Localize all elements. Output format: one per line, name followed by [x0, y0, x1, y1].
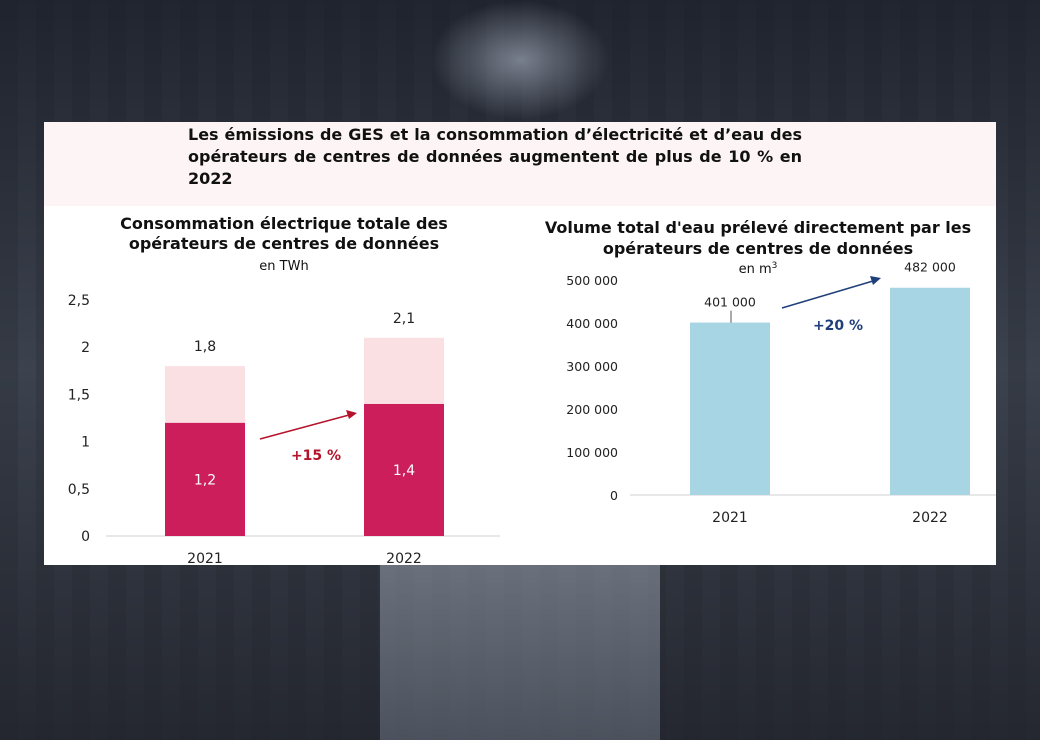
- x-tick-label: 2021: [187, 551, 223, 565]
- growth-annotation: +15 %: [291, 448, 341, 464]
- bar-value-label: 1,2: [194, 472, 216, 488]
- chart-title-line-2: opérateurs de centres de données: [129, 234, 439, 253]
- y-axis: 0 100 000 200 000 300 000 400 000 500 000: [566, 273, 996, 503]
- bars: [690, 287, 970, 495]
- y-tick-label: 100 000: [566, 445, 618, 460]
- y-tick-label: 1,5: [68, 387, 90, 403]
- y-tick-label: 0: [81, 529, 90, 545]
- background-light: [430, 0, 610, 120]
- bar-other-consumption: [165, 366, 245, 423]
- infographic-panel: Les émissions de GES et la consommation …: [44, 122, 996, 565]
- chart-title-line-2: opérateurs de centres de données: [603, 239, 913, 258]
- y-tick-label: 300 000: [566, 359, 618, 374]
- bar-total-label: 1,8: [194, 339, 216, 355]
- y-tick-label: 0,5: [68, 482, 90, 498]
- header-band: [44, 122, 996, 206]
- electricity-chart: Consommation électrique totale des opéra…: [68, 214, 500, 565]
- bar-water-volume: [690, 322, 770, 495]
- y-tick-label: 500 000: [566, 273, 618, 288]
- x-tick-label: 2021: [712, 510, 748, 526]
- x-tick-label: 2022: [386, 551, 422, 565]
- bar-total-label: 2,1: [393, 311, 415, 327]
- background-aisle: [380, 560, 660, 740]
- bar-value-label: 1,4: [393, 463, 415, 479]
- bar-it-equipment: [165, 422, 245, 536]
- bars: [165, 337, 444, 536]
- chart-unit: en TWh: [259, 259, 308, 274]
- growth-arrowhead: [870, 276, 881, 285]
- legend: Autres consommations électriquesConsomma…: [102, 564, 336, 565]
- y-tick-label: 2,5: [68, 293, 90, 309]
- bar-other-consumption: [364, 337, 444, 404]
- y-tick-label: 2: [81, 340, 90, 356]
- growth-arrow: [259, 414, 350, 440]
- labels: 401 000 2021 482 000 2022 +20 %: [704, 260, 956, 526]
- chart-title-line-1: Consommation électrique totale des: [120, 214, 448, 233]
- growth-arrow: [781, 280, 874, 309]
- bar-value-label: 482 000: [904, 260, 956, 275]
- bar-water-volume: [890, 287, 970, 495]
- chart-title-line-1: Volume total d'eau prélevé directement p…: [545, 218, 971, 237]
- y-tick-label: 200 000: [566, 402, 618, 417]
- x-tick-label: 2022: [912, 510, 948, 526]
- unit-superscript: 3: [772, 261, 778, 271]
- y-tick-label: 400 000: [566, 316, 618, 331]
- growth-arrowhead: [346, 410, 357, 419]
- water-chart: Volume total d'eau prélevé directement p…: [545, 218, 996, 526]
- labels: 1,2 1,8 2021 1,4 2,1 2022 +15 %: [187, 311, 422, 565]
- y-tick-label: 1: [81, 435, 90, 451]
- growth-annotation: +20 %: [813, 318, 863, 334]
- bar-value-label: 401 000: [704, 295, 756, 310]
- chart-unit: en m3: [739, 261, 778, 277]
- legend-label: Autres consommations électriques: [102, 564, 336, 565]
- y-tick-label: 0: [610, 488, 618, 503]
- main-title: Les émissions de GES et la consommation …: [188, 125, 802, 188]
- bar-it-equipment: [364, 403, 444, 536]
